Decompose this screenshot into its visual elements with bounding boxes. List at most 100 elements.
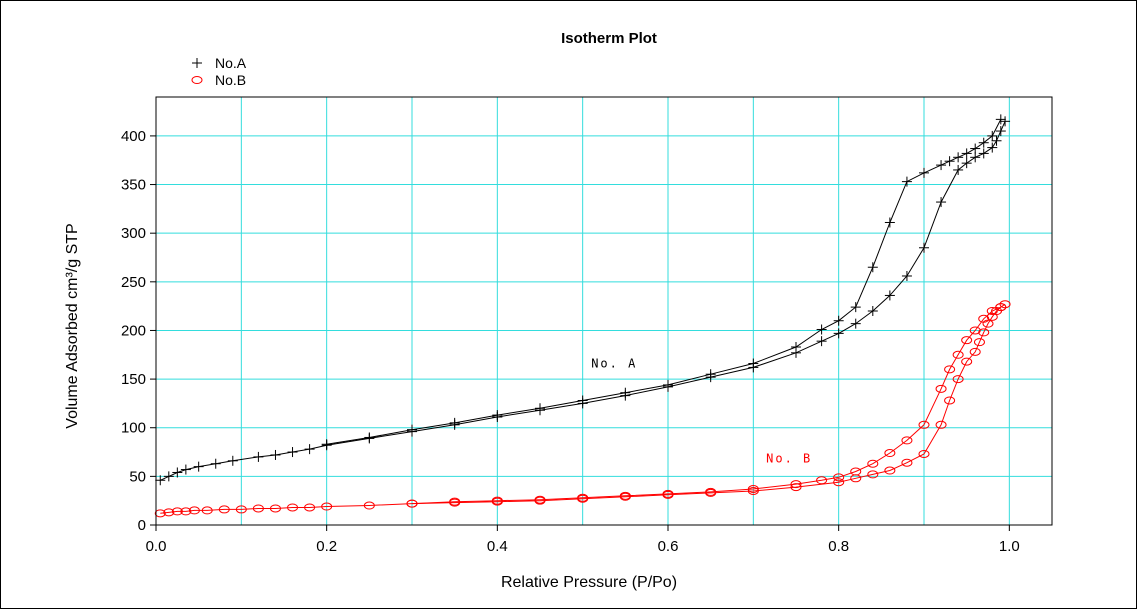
series-1-desorption-point-19 (619, 491, 631, 500)
series-1-desorption-point-20 (577, 493, 589, 502)
series-1-adsorption-line (160, 303, 1006, 514)
series-1-adsorption-point-32 (952, 375, 964, 384)
series-1-desorption-point-4 (961, 336, 973, 345)
series-0-desorption-point-4 (961, 148, 972, 159)
series-1-adsorption-point-4 (188, 506, 200, 515)
axes (155, 96, 1053, 526)
series-0-desorption-point-20 (577, 395, 588, 406)
series-1-desorption-point-12 (850, 467, 862, 476)
legend: No.ANo.B (191, 55, 247, 88)
series-1-desorption-point-8 (918, 420, 930, 429)
y-tick-label-2: 100 (121, 420, 146, 437)
series-1-adsorption-point-22 (747, 486, 759, 495)
x-tick-label-5: 1.0 (999, 538, 1020, 555)
series-0-adsorption-point-8 (270, 449, 281, 460)
series-0-adsorption-point-34 (978, 148, 989, 159)
series-0-adsorption-point-26 (867, 306, 878, 316)
x-tick-label-1: 0.2 (316, 538, 337, 555)
x-tick-label-2: 0.4 (487, 538, 508, 555)
series-1-adsorption-point-13 (363, 501, 375, 510)
series-0-desorption-point-7 (936, 160, 947, 171)
series-0-desorption-point-15 (791, 341, 801, 352)
series-0-adsorption-point-6 (227, 455, 238, 466)
series-0-adsorption-point-35 (987, 142, 998, 153)
series-0-adsorption-point-23 (816, 336, 827, 347)
series-0-adsorption-point-7 (253, 451, 264, 462)
series-1-desorption-point-9 (901, 436, 913, 445)
series-0-adsorption-point-3 (180, 464, 191, 475)
series-1-desorption-point-23 (449, 497, 461, 506)
plot-background (156, 97, 1052, 525)
series-1-adsorption-point-28 (901, 458, 913, 467)
series-1-desorption-point-13 (833, 473, 845, 482)
y-tick-label-0: 0 (138, 517, 146, 534)
series-0-adsorption-point-36 (991, 135, 1002, 146)
series-1-desorption-point-5 (952, 350, 964, 359)
x-axis-title: Relative Pressure (P/Po) (501, 574, 677, 591)
series-1-adsorption-point-27 (884, 466, 896, 475)
series-0-adsorption-point-25 (850, 318, 861, 329)
series-1-desorption-point-11 (867, 459, 879, 468)
series-1-adsorption-point-9 (269, 504, 281, 513)
series-1-desorption-point-14 (816, 476, 828, 485)
plot-area (156, 97, 1052, 525)
series-1-adsorption-point-29 (918, 449, 930, 458)
series-0-desorption-point-22 (492, 410, 503, 421)
series-1-desorption-point-6 (944, 365, 956, 374)
series-0-desorption-point-25 (364, 432, 375, 443)
series-1-adsorption-point-0 (154, 509, 166, 518)
series-1-adsorption-point-41 (999, 300, 1011, 309)
series-1-desorption-point-16 (747, 485, 759, 494)
series-0-desorption-point-12 (850, 302, 861, 313)
series-0-adsorption-point-0 (155, 475, 166, 486)
series-0-desorption-point-14 (816, 324, 827, 335)
series-1-adsorption-point-31 (944, 396, 956, 405)
series-0-adsorption-point-10 (304, 444, 315, 455)
series-0-adsorption-point-28 (901, 270, 912, 281)
series-0-desorption-point-3 (970, 143, 981, 154)
series-0-adsorption-point-2 (172, 467, 183, 478)
series-1-desorption-point-1 (986, 307, 998, 315)
series-0-desorption-point-6 (944, 156, 955, 167)
y-tick-label-4: 200 (121, 322, 146, 339)
x-tick-label-0: 0.0 (146, 538, 167, 555)
series-1-desorption-point-10 (884, 449, 896, 458)
series-1-adsorption-point-8 (252, 504, 264, 513)
series-1-adsorption-point-10 (287, 503, 299, 512)
chart-title: Isotherm Plot (561, 30, 657, 47)
y-tick-label-6: 300 (121, 225, 146, 242)
series-0-desorption-point-11 (867, 262, 878, 273)
series-1-adsorption-point-33 (961, 357, 973, 366)
series-1-desorption-point-3 (969, 326, 981, 335)
series-0-adsorption-point-9 (287, 447, 298, 458)
series-0-desorption-point-13 (833, 315, 844, 326)
series-0-adsorption-point-37 (995, 126, 1006, 137)
y-tick-label-8: 400 (121, 128, 146, 145)
series-0-desorption-point-17 (705, 369, 716, 380)
series-1-desorption-point-2 (978, 314, 990, 323)
series-0-desorption-point-16 (748, 358, 759, 369)
legend-marker-1 (191, 76, 203, 84)
series-1-adsorption-point-35 (973, 338, 985, 347)
legend-label-1: No.B (215, 72, 246, 88)
series-layer (154, 114, 1011, 518)
series-0-adsorption-point-31 (953, 164, 964, 175)
series-0-desorption-point-26 (321, 439, 332, 450)
series-0-adsorption-point-29 (919, 242, 929, 253)
series-1-adsorption-point-11 (304, 503, 316, 512)
series-0-desorption-point-8 (919, 167, 929, 178)
series-no-b (154, 300, 1011, 518)
y-tick-label-1: 50 (129, 468, 146, 485)
series-1-desorption-line (411, 306, 1002, 505)
series-1-adsorption-point-3 (180, 507, 192, 516)
series-1-desorption-point-0 (995, 303, 1007, 312)
series-0-adsorption-point-30 (936, 197, 947, 208)
series-0-adsorption-point-38 (1000, 116, 1011, 127)
series-0-adsorption-point-5 (210, 458, 221, 469)
series-1-adsorption-point-24 (833, 478, 845, 487)
plot-border (155, 96, 1053, 526)
series-1-desorption-point-7 (935, 384, 947, 393)
series-no-a (155, 114, 1011, 486)
